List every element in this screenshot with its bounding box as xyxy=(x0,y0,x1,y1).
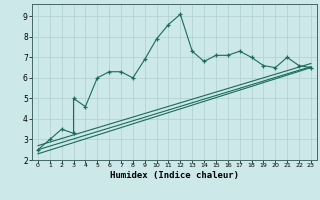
X-axis label: Humidex (Indice chaleur): Humidex (Indice chaleur) xyxy=(110,171,239,180)
